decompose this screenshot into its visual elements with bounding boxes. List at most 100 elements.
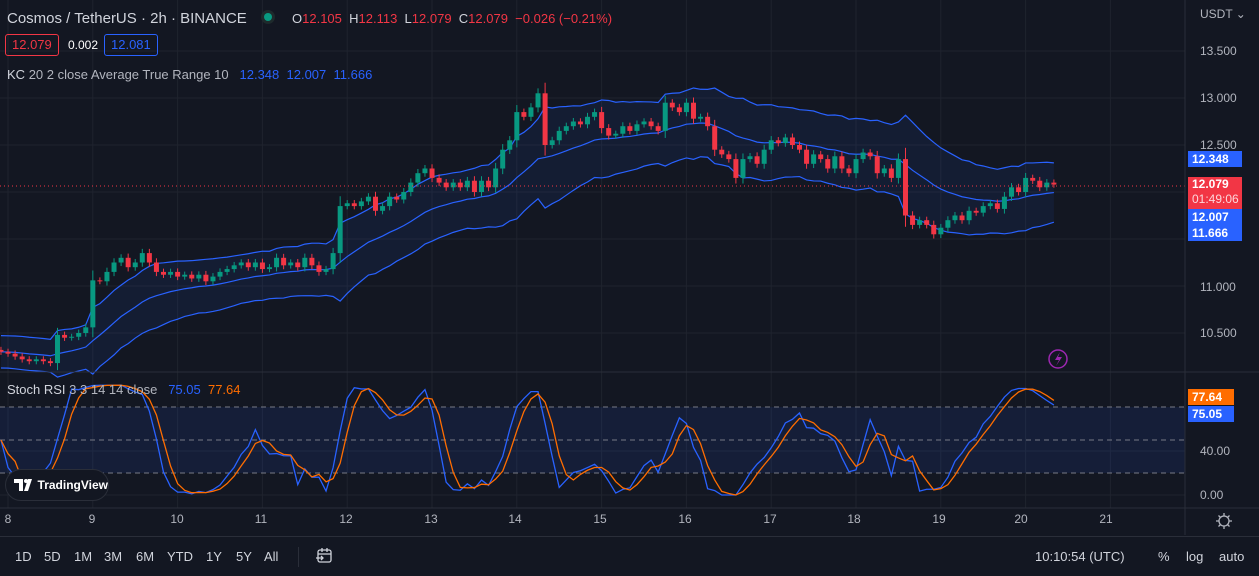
candle-down bbox=[669, 102, 675, 108]
candle-down bbox=[839, 156, 845, 169]
candle-down bbox=[160, 271, 166, 275]
clock-timezone[interactable]: 10:10:54 (UTC) bbox=[1035, 549, 1125, 564]
candle-down bbox=[910, 215, 916, 225]
stoch-k-value: 75.05 bbox=[168, 382, 201, 397]
candle-down bbox=[19, 356, 25, 360]
candle-down bbox=[599, 112, 605, 129]
candle-down bbox=[12, 353, 18, 357]
settings-gear-icon[interactable] bbox=[1216, 513, 1232, 529]
candle-up bbox=[1023, 177, 1029, 192]
kc-middle-tag: 12.007 bbox=[1188, 209, 1242, 225]
candle-up bbox=[408, 182, 414, 192]
candle-up bbox=[252, 262, 258, 268]
candle-up bbox=[358, 201, 364, 207]
candle-down bbox=[655, 126, 661, 131]
kc-legend[interactable]: KC 20 2 close Average True Range 10 12.3… bbox=[7, 67, 372, 82]
range-button-6m[interactable]: 6M bbox=[136, 549, 155, 564]
candle-up bbox=[337, 206, 343, 254]
candle-down bbox=[902, 159, 908, 216]
high-label: H bbox=[349, 11, 359, 26]
candle-down bbox=[0, 349, 4, 352]
candle-up bbox=[330, 253, 336, 270]
go-to-date-icon[interactable] bbox=[315, 547, 333, 565]
kc-name: KC bbox=[7, 67, 26, 82]
sell-button[interactable]: 12.079 bbox=[5, 34, 59, 56]
grid bbox=[0, 0, 1185, 508]
stoch-band-fill bbox=[0, 407, 1185, 473]
candle-up bbox=[747, 156, 753, 160]
candle-up bbox=[549, 140, 555, 145]
candle-up bbox=[118, 257, 124, 263]
candle-down bbox=[259, 262, 265, 270]
tradingview-logo[interactable]: TradingView bbox=[5, 469, 109, 501]
candle-up bbox=[401, 192, 407, 200]
candle-down bbox=[712, 126, 718, 150]
candle-down bbox=[775, 140, 781, 144]
log-toggle[interactable]: log bbox=[1186, 549, 1204, 564]
candle-up bbox=[641, 121, 647, 125]
candle-up bbox=[613, 133, 619, 136]
currency-label: USDT bbox=[1200, 7, 1233, 21]
day-label: 16 bbox=[678, 512, 692, 526]
candle-down bbox=[825, 159, 831, 169]
candle-up bbox=[832, 156, 838, 169]
price-tick: 11.000 bbox=[1200, 280, 1236, 294]
candle-up bbox=[1008, 187, 1014, 197]
stoch-rsi-legend[interactable]: Stoch RSI 3 3 14 14 close 75.05 77.64 bbox=[7, 382, 241, 397]
candle-down bbox=[846, 168, 852, 174]
price-tick: 13.000 bbox=[1200, 91, 1237, 105]
candle-up bbox=[740, 159, 746, 178]
kc-params: 20 2 close Average True Range 10 bbox=[28, 67, 229, 82]
candle-up bbox=[768, 140, 774, 150]
candle-up bbox=[90, 280, 96, 328]
candle-down bbox=[189, 274, 195, 279]
candle-down bbox=[924, 220, 930, 225]
bar-countdown: 01:49:06 bbox=[1192, 192, 1239, 206]
price-tick: 12.500 bbox=[1200, 138, 1237, 152]
kc-lower-tag: 11.666 bbox=[1188, 225, 1242, 241]
range-button-1d[interactable]: 1D bbox=[15, 549, 32, 564]
auto-toggle[interactable]: auto bbox=[1219, 549, 1245, 564]
symbol-title[interactable]: Cosmos / TetherUS · 2h · BINANCE bbox=[7, 10, 247, 27]
day-label: 20 bbox=[1014, 512, 1028, 526]
range-button-ytd[interactable]: YTD bbox=[167, 549, 193, 564]
range-button-all[interactable]: All bbox=[264, 549, 279, 564]
bottom-toolbar: 1D 5D 1M 3M 6M YTD 1Y 5Y All 10:10:54 (UTC) % lo… bbox=[0, 536, 1259, 576]
lightning-bolt bbox=[1055, 352, 1062, 366]
percent-toggle[interactable]: % bbox=[1158, 549, 1170, 564]
close-label: C bbox=[458, 11, 469, 26]
candle-down bbox=[648, 121, 654, 127]
candle-down bbox=[1016, 187, 1022, 192]
candle-down bbox=[1051, 182, 1057, 185]
candle-down bbox=[62, 334, 68, 338]
currency-selector[interactable]: USDT ⌄ bbox=[1200, 7, 1246, 21]
range-button-5y[interactable]: 5Y bbox=[236, 549, 252, 564]
candle-down bbox=[245, 262, 251, 268]
candle-up bbox=[966, 210, 972, 221]
range-button-5d[interactable]: 5D bbox=[44, 549, 61, 564]
ohlc-legend: O12.105 H12.113 L12.079 C12.079 −0.026 (… bbox=[292, 11, 612, 26]
range-button-3m[interactable]: 3M bbox=[104, 549, 123, 564]
toolbar-divider bbox=[298, 547, 299, 567]
market-status-icon[interactable] bbox=[261, 10, 275, 24]
tradingview-logo-text: TradingView bbox=[37, 478, 108, 492]
candle-down bbox=[175, 271, 181, 277]
candle-up bbox=[860, 152, 866, 160]
kc-lower-line bbox=[0, 156, 1055, 378]
stoch-k-tag: 75.05 bbox=[1188, 406, 1234, 422]
candle-down bbox=[203, 274, 209, 282]
range-button-1m[interactable]: 1M bbox=[74, 549, 93, 564]
candle-down bbox=[994, 203, 1000, 209]
candle-up bbox=[761, 149, 767, 164]
day-label: 17 bbox=[763, 512, 777, 526]
buy-button[interactable]: 12.081 bbox=[104, 34, 158, 56]
day-label: 13 bbox=[424, 512, 438, 526]
candle-down bbox=[309, 257, 315, 266]
candle-down bbox=[874, 156, 880, 174]
candle-down bbox=[577, 121, 583, 125]
range-button-1y[interactable]: 1Y bbox=[206, 549, 222, 564]
lightning-icon[interactable] bbox=[1048, 349, 1068, 369]
candle-down bbox=[443, 182, 449, 188]
candle-down bbox=[1030, 177, 1036, 181]
